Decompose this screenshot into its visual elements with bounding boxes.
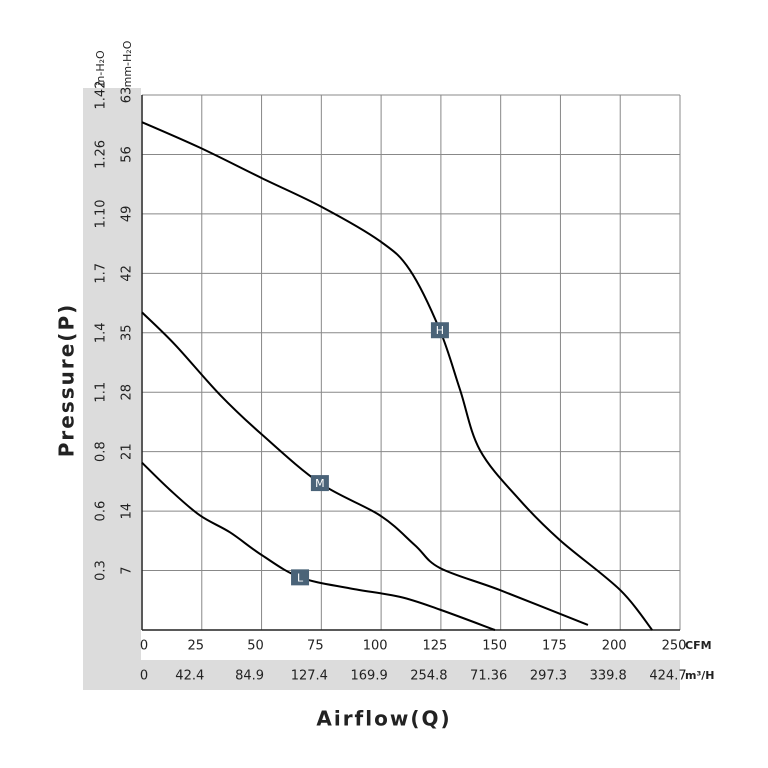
y-tick-label: 56: [120, 146, 135, 163]
x-tick-label: 0: [140, 639, 148, 654]
curve-marker: [291, 569, 310, 586]
curve: [141, 461, 496, 631]
y-tick-label: 42: [120, 265, 135, 282]
x-tick-label: 100: [363, 639, 388, 654]
x2-tick-label: 339.8: [590, 669, 627, 684]
x2-tick-label: 169.9: [351, 669, 388, 684]
y-unit: mm-H₂O: [121, 40, 134, 87]
curve: [141, 121, 653, 631]
x2-tick-label: 254.8: [410, 669, 447, 684]
x2-unit: m³/H: [685, 669, 715, 682]
x2-tick-label: 71.36: [470, 669, 507, 684]
y-tick-label: 28: [120, 384, 135, 401]
y-tick-label: 7: [120, 566, 135, 574]
x-tick-label: 200: [602, 639, 627, 654]
x-tick-label: 75: [307, 639, 324, 654]
y-left-tick-label: 1.1: [94, 382, 109, 403]
y-tick-label: 35: [120, 325, 135, 342]
y-left-unit: in-H₂O: [94, 50, 107, 86]
legend-label: H: [436, 324, 444, 337]
y-left-tick-label: 1.26: [94, 140, 109, 169]
x2-tick-label: 42.4: [175, 669, 204, 684]
legend-label: M: [315, 477, 325, 490]
y-left-tick-label: 1.7: [94, 263, 109, 284]
y-tick-label: 49: [120, 206, 135, 223]
y-left-tick-label: 0.8: [94, 441, 109, 462]
y-left-tick-label: 1.42: [94, 81, 109, 110]
y-axis-title: Pressure(P): [55, 303, 79, 458]
y-left-tick-label: 1.4: [94, 322, 109, 343]
x2-tick-label: 424.7: [649, 669, 686, 684]
x-axis-title: Airflow(Q): [316, 707, 451, 731]
legend-label: L: [297, 571, 304, 584]
x-tick-label: 25: [188, 639, 205, 654]
x-tick-label: 125: [422, 639, 447, 654]
curve: [141, 311, 589, 626]
x-tick-label: 150: [482, 639, 507, 654]
y-tick-label: 14: [120, 503, 135, 520]
curve-marker: [430, 322, 449, 339]
x2-tick-label: 297.3: [530, 669, 567, 684]
x-unit: CFM: [685, 639, 712, 652]
y-left-tick-label: 0.6: [94, 501, 109, 522]
x2-label-band: [83, 660, 680, 690]
y-left-tick-label: 1.10: [94, 199, 109, 228]
y-left-tick-label: 0.3: [94, 560, 109, 581]
y-tick-label: 21: [120, 443, 135, 460]
x-tick-label: 50: [247, 639, 264, 654]
x-tick-label: 250: [662, 639, 687, 654]
x2-tick-label: 84.9: [235, 669, 264, 684]
curve-marker: [310, 475, 329, 492]
y-tick-label: 63: [120, 87, 135, 104]
x-tick-label: 175: [542, 639, 567, 654]
y-label-band: [83, 88, 141, 690]
x2-tick-label: 0: [140, 669, 148, 684]
x2-tick-label: 127.4: [291, 669, 328, 684]
